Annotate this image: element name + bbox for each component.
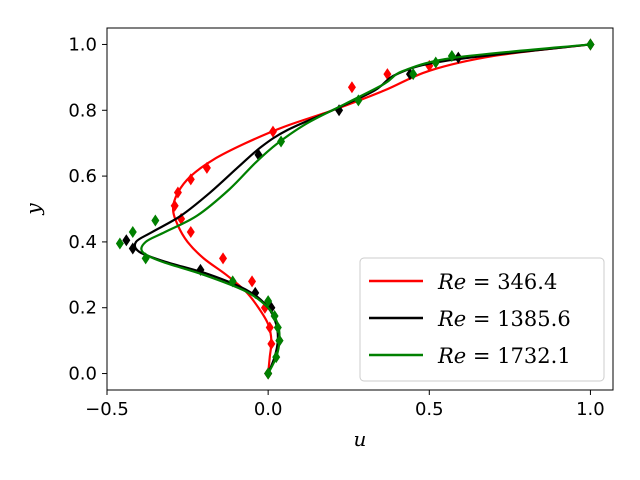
series-1-marker [186, 226, 195, 239]
series-3 [115, 38, 595, 380]
y-tick-label: 0.4 [68, 232, 97, 253]
y-axis-label: y [21, 203, 45, 216]
series-1-marker [383, 68, 392, 81]
series-3-marker [586, 38, 595, 51]
series-3-marker [115, 237, 124, 250]
legend-box [359, 257, 605, 382]
series-2-marker [122, 234, 131, 247]
series-3-marker [264, 367, 273, 380]
x-tick-label: 0.5 [415, 399, 444, 420]
series-1 [170, 38, 595, 380]
series-1-marker [265, 321, 274, 334]
series-2-marker [128, 242, 137, 255]
series-3-marker [431, 56, 440, 69]
legend-label: Re = 1732.1 [437, 344, 571, 368]
series-1-marker [170, 199, 179, 212]
series-3-marker [228, 275, 237, 288]
series-1-marker [248, 275, 257, 288]
legend: Re = 346.4 Re = 1385.6 Re = 1732.1 [359, 257, 605, 382]
series-3-marker [277, 135, 286, 148]
series-3-marker [151, 214, 160, 227]
x-axis-label: u [354, 427, 367, 451]
series-1-marker [267, 337, 276, 350]
series-1-marker [202, 161, 211, 174]
axes-ticks: −0.5 0.0 0.5 1.0 0.0 0.2 0.4 0.6 0.8 1.0 [68, 34, 604, 420]
series-3-marker [270, 309, 279, 322]
x-tick-label: 1.0 [576, 399, 605, 420]
series-3-marker [409, 68, 418, 81]
y-tick-label: 1.0 [68, 34, 97, 55]
series-3-marker [447, 49, 456, 62]
series-3-marker [354, 94, 363, 107]
legend-label: Re = 1385.6 [437, 307, 571, 331]
x-tick-label: −0.5 [85, 399, 129, 420]
series-3-marker [264, 295, 273, 308]
y-tick-label: 0.6 [68, 166, 97, 187]
series-1-marker [173, 186, 182, 199]
series-3-marker [272, 351, 281, 364]
series-3-marker [275, 334, 284, 347]
y-tick-label: 0.8 [68, 100, 97, 121]
plot-frame [106, 27, 614, 391]
y-tick-label: 0.2 [68, 298, 97, 319]
y-tick-label: 0.0 [68, 364, 97, 385]
series-3-marker [128, 226, 137, 239]
plot-area [115, 38, 595, 380]
series-1-marker [268, 125, 277, 138]
legend-label: Re = 346.4 [437, 270, 557, 294]
series-3-marker [141, 252, 150, 265]
series-1-marker [186, 173, 195, 186]
series-1-marker [347, 81, 356, 94]
series-1-marker [219, 252, 228, 265]
x-tick-label: 0.0 [254, 399, 283, 420]
series-3-marker [273, 321, 282, 334]
